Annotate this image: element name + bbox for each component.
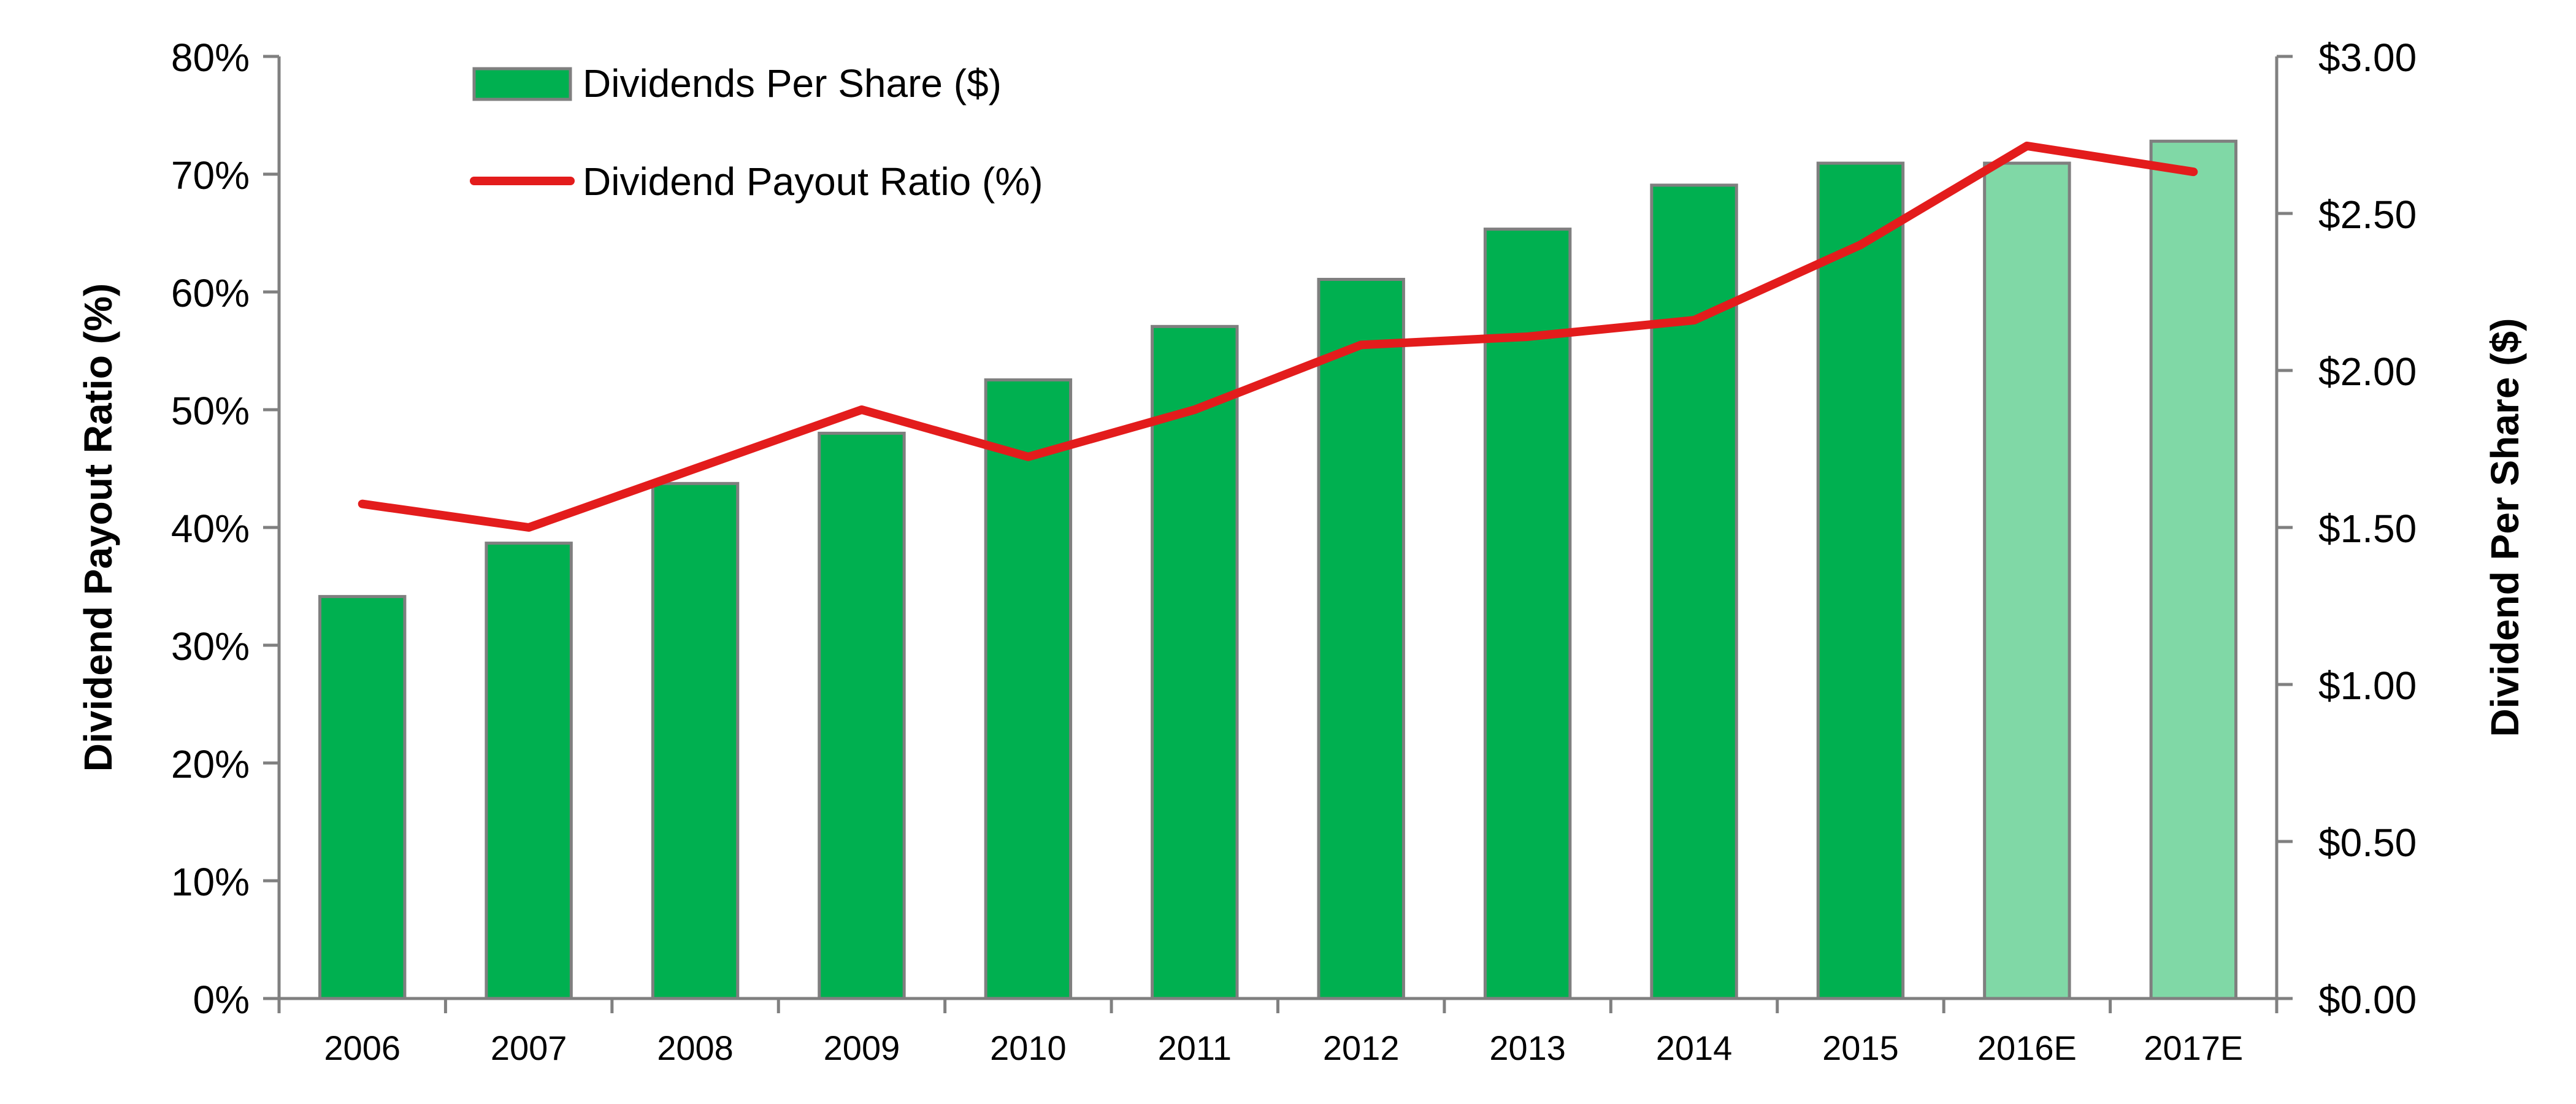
x-tick-label-2016e: 2016E [1977, 1029, 2077, 1067]
right-tick-label-2-50: $2.50 [2318, 193, 2417, 237]
bar-2008 [651, 481, 740, 1000]
payout-ratio-point-2010 [1025, 454, 1031, 459]
bar-2015 [1816, 161, 1905, 1000]
x-tick-label-2013: 2013 [1489, 1029, 1566, 1067]
legend-label-dividends: Dividends Per Share ($) [583, 61, 1002, 105]
bar-2012 [1317, 278, 1405, 1000]
x-tick-label-2007: 2007 [491, 1029, 567, 1067]
left-tick-label-70: 70% [171, 153, 250, 197]
left-tick-label-30: 30% [171, 624, 250, 669]
payout-ratio-line [358, 141, 2198, 532]
bar-2011 [1151, 324, 1239, 1000]
left-tick-label-10: 10% [171, 860, 250, 904]
payout-ratio-point-2009 [859, 407, 864, 412]
bars-layer [318, 139, 2238, 1000]
x-tick-label-2011: 2011 [1158, 1029, 1232, 1067]
payout-ratio-point-2006 [359, 501, 365, 507]
left-tick-label-50: 50% [171, 389, 250, 433]
bar-2006 [318, 595, 407, 1000]
x-tick-label-2006: 2006 [324, 1029, 401, 1067]
left-tick-label-60: 60% [171, 271, 250, 315]
x-tick-label-2009: 2009 [824, 1029, 900, 1067]
payout-ratio-point-2007 [526, 525, 532, 530]
bar-2009 [818, 431, 906, 1000]
left-axis-title: Dividend Payout Ratio (%) [76, 283, 120, 772]
payout-ratio-point-2013 [1525, 334, 1530, 339]
payout-ratio-point-2014 [1692, 318, 1697, 323]
left-tick-label-20: 20% [171, 742, 250, 786]
x-tick-label-2014: 2014 [1656, 1029, 1733, 1067]
payout-ratio-point-2017e [2191, 169, 2196, 175]
bar-2007 [485, 542, 573, 1000]
right-tick-label-3-00: $3.00 [2318, 36, 2417, 80]
left-tick-label-0: 0% [193, 978, 250, 1022]
x-tick-label-2010: 2010 [990, 1029, 1067, 1067]
bar-2013 [1483, 228, 1572, 1000]
x-tick-label-2012: 2012 [1323, 1029, 1400, 1067]
legend-label-payout-ratio: Dividend Payout Ratio (%) [583, 159, 1043, 204]
legend-bar-swatch [472, 67, 572, 101]
right-tick-label-1-00: $1.00 [2318, 664, 2417, 708]
line-layer [358, 141, 2198, 532]
x-tick-label-2017e: 2017E [2144, 1029, 2243, 1067]
left-tick-label-40: 40% [171, 507, 250, 551]
left-tick-label-80: 80% [171, 36, 250, 80]
bar-2010 [984, 378, 1073, 1000]
x-tick-label-2015: 2015 [1822, 1029, 1899, 1067]
payout-ratio-point-2016e [2024, 143, 2030, 148]
tick-labels-layer: 0% 10% 20% 30% 40% 50% 60% 70% 80% $0.00 $0.50 $1.0… [171, 36, 2417, 1067]
right-tick-label-2-00: $2.00 [2318, 350, 2417, 394]
bar-2016e [1983, 161, 2071, 1000]
payout-ratio-point-2015 [1858, 242, 1863, 248]
payout-ratio-point-2012 [1359, 342, 1364, 348]
payout-ratio-point-2011 [1192, 407, 1197, 412]
right-tick-label-1-50: $1.50 [2318, 507, 2417, 551]
legend: Dividends Per Share ($) Dividend Payout R… [470, 61, 1043, 204]
x-tick-label-2008: 2008 [657, 1029, 734, 1067]
payout-ratio-point-2008 [692, 466, 698, 471]
axes-layer [263, 55, 2293, 1013]
bar-2017e [2149, 139, 2238, 1000]
right-axis-title: Dividend Per Share ($) [2483, 318, 2527, 737]
axis-titles-layer: Dividend Payout Ratio (%) Dividend Per Sh… [76, 283, 2527, 772]
right-tick-label-0-50: $0.50 [2318, 821, 2417, 865]
right-tick-label-0-00: $0.00 [2318, 978, 2417, 1022]
